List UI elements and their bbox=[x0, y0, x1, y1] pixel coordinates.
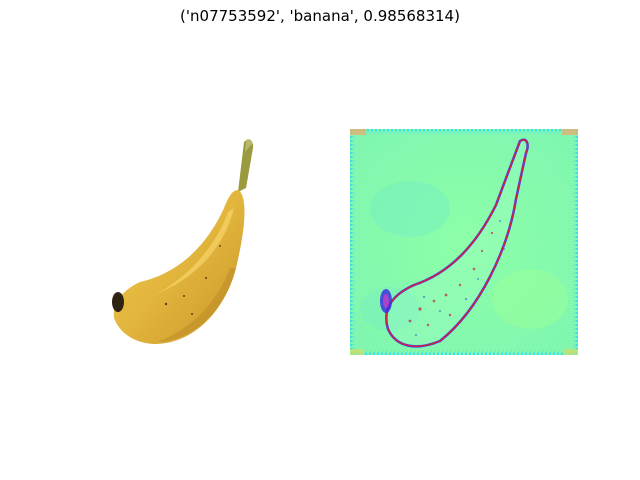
banana-image bbox=[112, 139, 254, 344]
input-image-panel bbox=[96, 128, 320, 352]
banana-stem bbox=[238, 140, 254, 192]
banana-stem-tip bbox=[245, 139, 253, 152]
saliency-map-panel bbox=[350, 129, 578, 355]
inner-speckles bbox=[408, 231, 494, 327]
heatmap-border bbox=[350, 129, 578, 355]
saliency-map bbox=[350, 129, 578, 355]
figure-title: ('n07753592', 'banana', 0.98568314) bbox=[180, 7, 460, 25]
banana-shadow bbox=[158, 268, 236, 342]
banana-body bbox=[113, 190, 245, 344]
banana-end bbox=[112, 292, 124, 312]
banana-outline-red bbox=[385, 139, 529, 348]
